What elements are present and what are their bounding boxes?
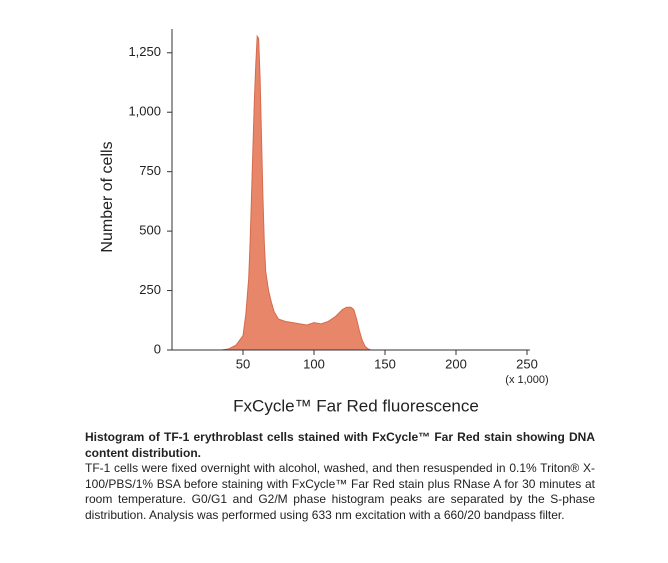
y-tick-label: 250 (139, 282, 161, 297)
y-axis-title: Number of cells (99, 141, 116, 252)
caption-text: TF-1 cells were fixed overnight with alc… (85, 461, 595, 522)
y-tick-label: 500 (139, 223, 161, 238)
x-tick-label: 50 (236, 356, 250, 371)
x-tick-label: 200 (445, 356, 467, 371)
y-tick-label: 750 (139, 163, 161, 178)
caption: Histogram of TF-1 erythroblast cells sta… (85, 430, 595, 523)
histogram-area (221, 34, 371, 351)
y-tick-label: 0 (154, 341, 161, 356)
x-tick-label: 250 (516, 356, 538, 371)
x-axis-title: FxCycle™ Far Red fluorescence (233, 396, 479, 415)
axis-annotation: (x 1,000) (505, 374, 548, 386)
y-tick-label: 1,000 (128, 104, 161, 119)
y-tick-label: 1,250 (128, 44, 161, 59)
x-tick-label: 100 (303, 356, 325, 371)
chart: FxCycle™ Far Red fluorescence Number of … (99, 29, 549, 415)
x-tick-label: 150 (374, 356, 396, 371)
caption-title: Histogram of TF-1 erythroblast cells sta… (85, 430, 595, 460)
